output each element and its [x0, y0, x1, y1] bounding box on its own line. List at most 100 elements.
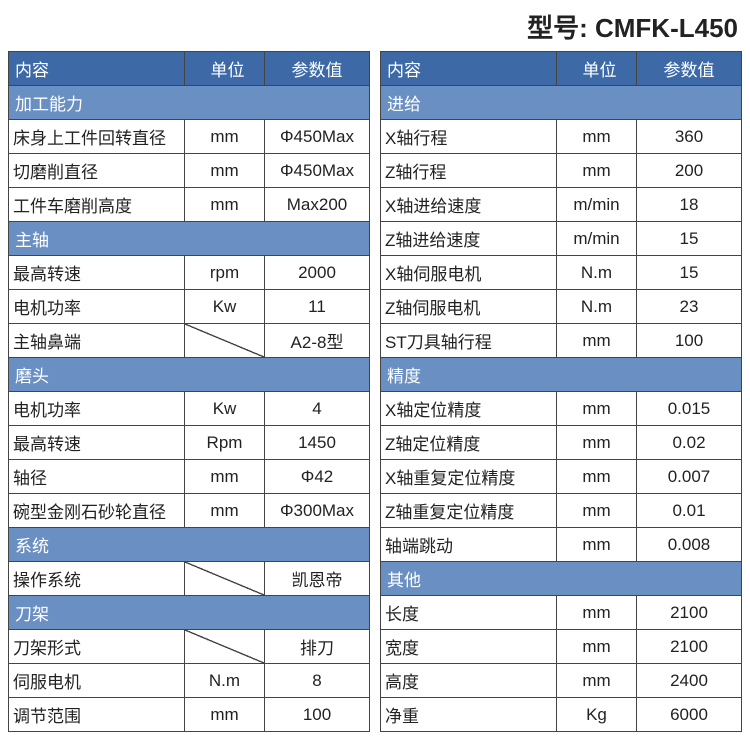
header-content: 内容 — [9, 52, 185, 86]
cell-value: A2-8型 — [265, 324, 370, 358]
cell-value: 15 — [637, 256, 742, 290]
table-row: Z轴进给速度m/min15 — [381, 222, 742, 256]
cell-label: 切磨削直径 — [9, 154, 185, 188]
cell-unit: m/min — [557, 222, 637, 256]
table-row: 切磨削直径mmΦ450Max — [9, 154, 370, 188]
table-row: Z轴行程mm200 — [381, 154, 742, 188]
cell-label: 工件车磨削高度 — [9, 188, 185, 222]
section-row: 其他 — [381, 562, 742, 596]
cell-unit: mm — [557, 528, 637, 562]
table-row: 碗型金刚石砂轮直径mmΦ300Max — [9, 494, 370, 528]
header-unit: 单位 — [185, 52, 265, 86]
cell-unit: Kw — [185, 392, 265, 426]
spec-table-right: 内容 单位 参数值 进给X轴行程mm360Z轴行程mm200X轴进给速度m/mi… — [380, 51, 742, 732]
table-row: X轴重复定位精度mm0.007 — [381, 460, 742, 494]
table-row: X轴行程mm360 — [381, 120, 742, 154]
cell-unit: N.m — [557, 256, 637, 290]
cell-unit: Kw — [185, 290, 265, 324]
cell-value: 2000 — [265, 256, 370, 290]
cell-unit: mm — [557, 664, 637, 698]
table-row: Z轴重复定位精度mm0.01 — [381, 494, 742, 528]
table-row: 最高转速rpm2000 — [9, 256, 370, 290]
cell-value: 排刀 — [265, 630, 370, 664]
cell-unit: mm — [557, 392, 637, 426]
cell-label: 高度 — [381, 664, 557, 698]
cell-value: 2100 — [637, 630, 742, 664]
cell-value: 2400 — [637, 664, 742, 698]
cell-label: 伺服电机 — [9, 664, 185, 698]
cell-value: Max200 — [265, 188, 370, 222]
cell-label: Z轴定位精度 — [381, 426, 557, 460]
cell-label: X轴定位精度 — [381, 392, 557, 426]
table-row: 工件车磨削高度mmMax200 — [9, 188, 370, 222]
cell-value: 4 — [265, 392, 370, 426]
section-title: 磨头 — [9, 358, 370, 392]
cell-label: X轴伺服电机 — [381, 256, 557, 290]
table-row: 主轴鼻端 A2-8型 — [9, 324, 370, 358]
table-row: 刀架形式 排刀 — [9, 630, 370, 664]
table-row: X轴伺服电机N.m15 — [381, 256, 742, 290]
section-row: 进给 — [381, 86, 742, 120]
cell-value: Φ42 — [265, 460, 370, 494]
section-row: 加工能力 — [9, 86, 370, 120]
cell-unit: mm — [185, 460, 265, 494]
cell-value: 1450 — [265, 426, 370, 460]
cell-unit: Rpm — [185, 426, 265, 460]
cell-unit: mm — [557, 154, 637, 188]
cell-unit — [185, 324, 265, 358]
table-header-row: 内容 单位 参数值 — [381, 52, 742, 86]
cell-value: 凯恩帝 — [265, 562, 370, 596]
table-row: 最高转速Rpm1450 — [9, 426, 370, 460]
cell-label: 最高转速 — [9, 426, 185, 460]
spec-table-left: 内容 单位 参数值 加工能力床身上工件回转直径mmΦ450Max切磨削直径mmΦ… — [8, 51, 370, 732]
cell-label: Z轴进给速度 — [381, 222, 557, 256]
table-row: Z轴定位精度mm0.02 — [381, 426, 742, 460]
table-row: 长度mm2100 — [381, 596, 742, 630]
cell-value: 0.008 — [637, 528, 742, 562]
cell-unit: mm — [185, 154, 265, 188]
cell-unit: m/min — [557, 188, 637, 222]
cell-value: 23 — [637, 290, 742, 324]
section-title: 系统 — [9, 528, 370, 562]
model-value: CMFK-L450 — [595, 13, 738, 43]
cell-unit: mm — [557, 426, 637, 460]
cell-label: 电机功率 — [9, 290, 185, 324]
cell-value: 11 — [265, 290, 370, 324]
cell-label: 轴端跳动 — [381, 528, 557, 562]
section-row: 主轴 — [9, 222, 370, 256]
cell-value: 360 — [637, 120, 742, 154]
cell-unit: N.m — [557, 290, 637, 324]
cell-label: ST刀具轴行程 — [381, 324, 557, 358]
table-row: 伺服电机N.m8 — [9, 664, 370, 698]
section-title: 主轴 — [9, 222, 370, 256]
cell-label: 刀架形式 — [9, 630, 185, 664]
cell-label: 碗型金刚石砂轮直径 — [9, 494, 185, 528]
cell-label: 操作系统 — [9, 562, 185, 596]
cell-value: 8 — [265, 664, 370, 698]
cell-unit — [185, 630, 265, 664]
model-label: 型号: — [527, 13, 588, 43]
cell-value: 0.015 — [637, 392, 742, 426]
table-row: 操作系统 凯恩帝 — [9, 562, 370, 596]
cell-unit: mm — [557, 120, 637, 154]
cell-unit: mm — [557, 324, 637, 358]
table-row: 轴径mmΦ42 — [9, 460, 370, 494]
section-row: 系统 — [9, 528, 370, 562]
header-unit: 单位 — [557, 52, 637, 86]
table-header-row: 内容 单位 参数值 — [9, 52, 370, 86]
cell-label: 主轴鼻端 — [9, 324, 185, 358]
cell-label: 最高转速 — [9, 256, 185, 290]
cell-label: X轴进给速度 — [381, 188, 557, 222]
section-row: 精度 — [381, 358, 742, 392]
cell-unit: mm — [557, 460, 637, 494]
cell-unit: N.m — [185, 664, 265, 698]
cell-unit: rpm — [185, 256, 265, 290]
cell-unit: mm — [185, 188, 265, 222]
cell-label: Z轴行程 — [381, 154, 557, 188]
right-body: 进给X轴行程mm360Z轴行程mm200X轴进给速度m/min18Z轴进给速度m… — [381, 86, 742, 732]
cell-unit — [185, 562, 265, 596]
cell-label: 长度 — [381, 596, 557, 630]
cell-label: Z轴重复定位精度 — [381, 494, 557, 528]
cell-value: 0.02 — [637, 426, 742, 460]
cell-unit: mm — [185, 120, 265, 154]
